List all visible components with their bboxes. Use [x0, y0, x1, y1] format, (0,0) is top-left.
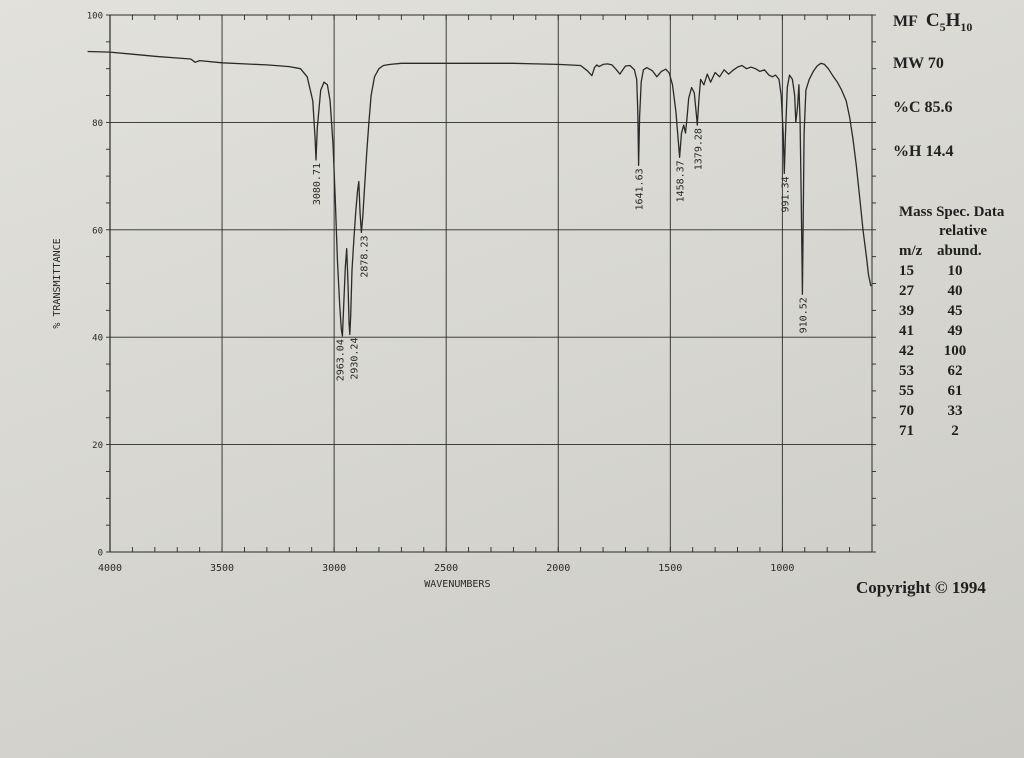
percent-hydrogen: %H 14.4	[893, 143, 954, 160]
mass-spec-abund: 61	[947, 383, 963, 399]
mass-spec-mz: 71	[899, 423, 914, 439]
mass-spec-row: 53 62	[899, 363, 1009, 383]
peak-label: 991.34	[780, 176, 791, 212]
mass-spec-relative-header: relative	[939, 223, 988, 239]
y-axis-label: % TRANSMITTANCE	[52, 238, 63, 328]
percent-carbon: %C 85.6	[893, 99, 953, 116]
mass-spec-mz: 39	[899, 303, 914, 319]
mass-spec-row: 70 33	[899, 403, 1009, 423]
x-tick-label: 1000	[770, 563, 794, 574]
mf-h: H	[945, 10, 961, 31]
x-tick-label: 3500	[210, 563, 234, 574]
mass-spec-mz: 53	[899, 363, 914, 379]
peak-label: 910.52	[798, 297, 809, 333]
x-tick-label: 2500	[434, 563, 458, 574]
mass-spec-mz: 70	[899, 403, 914, 419]
chart-axes	[106, 14, 876, 553]
mass-spec-abund: 49	[947, 323, 963, 339]
chart-tick-labels: 4000 3500 3000 2500 2000 1500 1000 0 20 40 60 80 100	[87, 12, 795, 575]
x-axis-label: WAVENUMBERS	[424, 579, 490, 590]
mass-spec-mz: 27	[899, 283, 914, 299]
mass-spec-row: 71 2	[899, 423, 1009, 443]
copyright-text: Copyright © 1994	[856, 578, 986, 597]
molecular-formula: MF C5H10	[893, 10, 972, 35]
peak-label: 1458.37	[676, 160, 687, 202]
x-tick-label: 3000	[322, 563, 346, 574]
y-tick-label: 40	[92, 334, 103, 344]
mass-spec-mz: 41	[899, 323, 914, 339]
mf-label: MF	[893, 13, 918, 30]
mass-spec-abund-header: abund.	[937, 243, 982, 259]
mass-spec-abund: 2	[951, 423, 959, 439]
y-tick-label: 0	[98, 549, 103, 559]
mass-spec-row: 39 45	[899, 303, 1009, 323]
mass-spec-mz-header: m/z	[899, 243, 923, 259]
mass-spec-row: 15 10	[899, 263, 1009, 283]
mass-spec-table: 15 10 27 40 39 45 41 49 42 100 53 62 55 61 70 33…	[899, 263, 1009, 443]
molecular-weight: MW 70	[893, 55, 944, 72]
spectrum-series-line	[87, 50, 872, 337]
y-tick-label: 100	[87, 12, 103, 22]
mass-spec-abund: 62	[947, 363, 963, 379]
mass-spec-row: 42 100	[899, 343, 1009, 363]
x-tick-label: 2000	[546, 563, 570, 574]
y-tick-label: 80	[92, 119, 103, 129]
mass-spec-abund: 10	[947, 263, 963, 279]
peak-label: 3080.71	[312, 163, 323, 205]
peak-label: 1641.63	[635, 168, 646, 210]
mass-spec-abund: 40	[947, 283, 963, 299]
mass-spec-abund: 45	[947, 303, 963, 319]
mass-spec-row: 27 40	[899, 283, 1009, 303]
peak-labels: 3080.71 2963.04 2930.24 2878.23 1641.63 1458.…	[312, 128, 809, 381]
peak-label: 2930.24	[350, 338, 361, 380]
mf-formula: C5H10	[925, 10, 973, 34]
mass-spec-abund: 33	[947, 403, 963, 419]
mass-spec-title: Mass Spec. Data	[899, 204, 1005, 220]
mass-spec-abund: 100	[943, 343, 967, 359]
peak-label: 1379.28	[693, 128, 704, 170]
mass-spec-row: 41 49	[899, 323, 1009, 343]
chart-grid	[110, 14, 872, 553]
mass-spec-mz: 15	[899, 263, 914, 279]
y-tick-label: 60	[92, 226, 103, 236]
x-tick-label: 1500	[658, 563, 682, 574]
mass-spec-mz: 42	[899, 343, 914, 359]
mass-spec-mz: 55	[899, 383, 914, 399]
x-tick-label: 4000	[98, 563, 122, 574]
mass-spec-row: 55 61	[899, 383, 1009, 403]
y-tick-label: 20	[92, 441, 103, 451]
mf-c-count: 5	[939, 19, 946, 34]
peak-label: 2963.04	[335, 339, 346, 381]
peak-label: 2878.23	[359, 235, 370, 277]
mf-h-count: 10	[960, 19, 973, 34]
mf-c: C	[925, 10, 940, 31]
